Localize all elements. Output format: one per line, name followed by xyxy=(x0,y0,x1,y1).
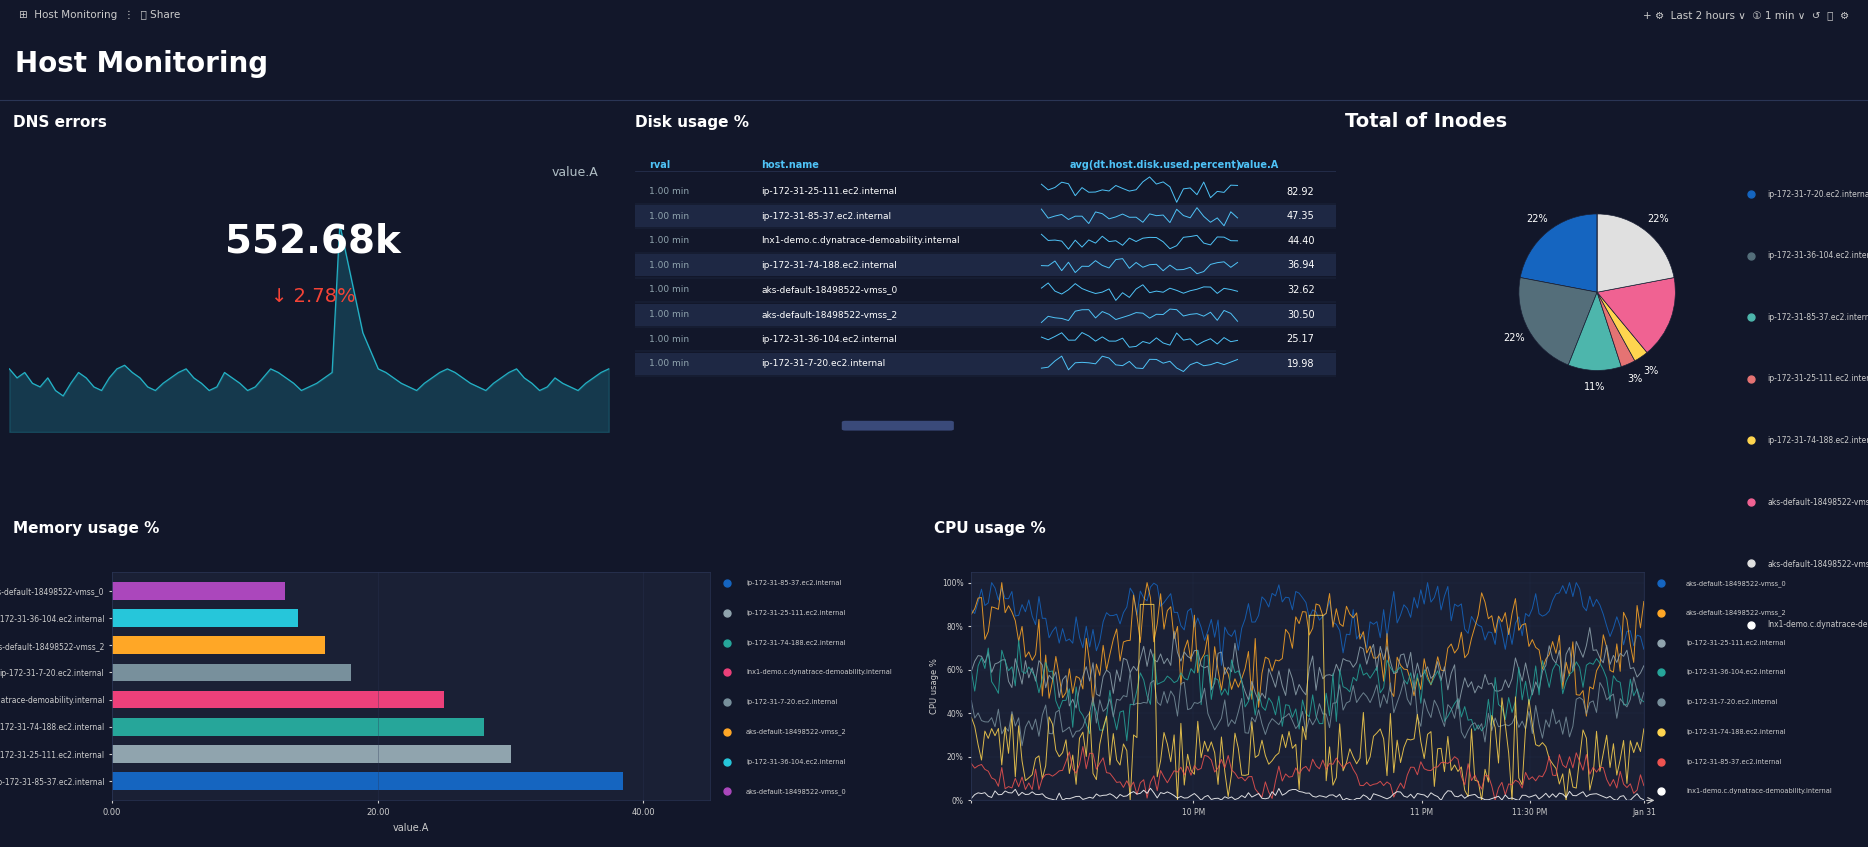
Text: 22%: 22% xyxy=(1648,214,1668,224)
Text: 22%: 22% xyxy=(1504,333,1524,343)
Text: rval: rval xyxy=(650,160,671,170)
Text: 1.00 min: 1.00 min xyxy=(650,212,689,221)
Text: + ⚙  Last 2 hours ∨  ① 1 min ∨  ↺  ⏱  ⚙: + ⚙ Last 2 hours ∨ ① 1 min ∨ ↺ ⏱ ⚙ xyxy=(1644,10,1849,19)
Text: 30.50: 30.50 xyxy=(1287,309,1315,319)
Text: ip-172-31-7-20.ec2.internal: ip-172-31-7-20.ec2.internal xyxy=(745,699,837,705)
FancyBboxPatch shape xyxy=(635,254,1336,276)
Text: ip-172-31-7-20.ec2.internal: ip-172-31-7-20.ec2.internal xyxy=(1687,699,1776,705)
Text: lnx1-demo.c.dynatrace-demoability.internal: lnx1-demo.c.dynatrace-demoability.intern… xyxy=(745,669,891,675)
Text: ip-172-31-74-188.ec2.internal: ip-172-31-74-188.ec2.internal xyxy=(1687,728,1786,735)
Text: 3%: 3% xyxy=(1644,366,1659,376)
Y-axis label: CPU usage %: CPU usage % xyxy=(930,658,940,714)
Text: Host Monitoring: Host Monitoring xyxy=(15,50,269,78)
Text: 1.00 min: 1.00 min xyxy=(650,285,689,295)
Bar xyxy=(112,745,510,763)
Text: DNS errors: DNS errors xyxy=(13,115,106,130)
FancyBboxPatch shape xyxy=(635,303,1336,325)
Text: aks-default-18498522-vmss_0: aks-default-18498522-vmss_0 xyxy=(745,788,846,794)
Text: 19.98: 19.98 xyxy=(1287,359,1315,368)
Text: value.A: value.A xyxy=(551,166,598,180)
Text: 36.94: 36.94 xyxy=(1287,260,1315,270)
Bar xyxy=(112,664,351,681)
Text: aks-default-18498522-vmss_2: aks-default-18498522-vmss_2 xyxy=(1767,497,1868,507)
FancyBboxPatch shape xyxy=(635,352,1336,375)
Text: ip-172-31-7-20.ec2.internal: ip-172-31-7-20.ec2.internal xyxy=(1767,190,1868,199)
Text: ip-172-31-25-111.ec2.internal: ip-172-31-25-111.ec2.internal xyxy=(1767,374,1868,384)
FancyBboxPatch shape xyxy=(842,421,955,430)
Wedge shape xyxy=(1519,278,1597,365)
Text: 1.00 min: 1.00 min xyxy=(650,187,689,197)
Bar xyxy=(112,609,299,627)
Text: avg(dt.host.disk.used.percent): avg(dt.host.disk.used.percent) xyxy=(1070,160,1240,170)
Text: ip-172-31-85-37.ec2.internal: ip-172-31-85-37.ec2.internal xyxy=(1687,759,1782,765)
Text: ip-172-31-85-37.ec2.internal: ip-172-31-85-37.ec2.internal xyxy=(745,580,841,586)
Text: aks-default-18498522-vmss_0: aks-default-18498522-vmss_0 xyxy=(762,285,897,295)
Text: 1.00 min: 1.00 min xyxy=(650,236,689,246)
Text: 1.00 min: 1.00 min xyxy=(650,310,689,319)
Text: ip-172-31-25-111.ec2.internal: ip-172-31-25-111.ec2.internal xyxy=(762,187,897,197)
Text: aks-default-18498522-vmss_0: aks-default-18498522-vmss_0 xyxy=(1767,559,1868,567)
Text: ip-172-31-36-104.ec2.internal: ip-172-31-36-104.ec2.internal xyxy=(1687,669,1786,675)
Text: 1.00 min: 1.00 min xyxy=(650,359,689,368)
Wedge shape xyxy=(1569,292,1621,370)
Text: 552.68k: 552.68k xyxy=(224,222,402,260)
Text: ⊞  Host Monitoring  ⋮  🔒 Share: ⊞ Host Monitoring ⋮ 🔒 Share xyxy=(19,10,179,19)
Text: ip-172-31-74-188.ec2.internal: ip-172-31-74-188.ec2.internal xyxy=(1767,436,1868,445)
Wedge shape xyxy=(1521,214,1597,292)
Text: ip-172-31-7-20.ec2.internal: ip-172-31-7-20.ec2.internal xyxy=(762,359,885,368)
Bar xyxy=(112,691,445,708)
Text: host.name: host.name xyxy=(762,160,818,170)
Text: lnx1-demo.c.dynatrace-demoability.internal: lnx1-demo.c.dynatrace-demoability.intern… xyxy=(762,236,960,246)
Text: ip-172-31-85-37.ec2.internal: ip-172-31-85-37.ec2.internal xyxy=(1767,313,1868,322)
Text: value.A: value.A xyxy=(1238,160,1280,170)
Bar xyxy=(112,718,484,736)
Text: 32.62: 32.62 xyxy=(1287,285,1315,295)
FancyBboxPatch shape xyxy=(635,205,1336,227)
Text: ip-172-31-74-188.ec2.internal: ip-172-31-74-188.ec2.internal xyxy=(745,639,846,645)
Text: ip-172-31-25-111.ec2.internal: ip-172-31-25-111.ec2.internal xyxy=(1687,639,1786,645)
Bar xyxy=(112,636,325,654)
Text: ip-172-31-36-104.ec2.internal: ip-172-31-36-104.ec2.internal xyxy=(762,335,897,344)
Text: 25.17: 25.17 xyxy=(1287,335,1315,344)
Wedge shape xyxy=(1597,278,1676,352)
Text: 22%: 22% xyxy=(1526,214,1547,224)
Text: ip-172-31-25-111.ec2.internal: ip-172-31-25-111.ec2.internal xyxy=(745,610,846,616)
Text: 11%: 11% xyxy=(1584,382,1605,392)
Text: 1.00 min: 1.00 min xyxy=(650,335,689,344)
Text: ip-172-31-85-37.ec2.internal: ip-172-31-85-37.ec2.internal xyxy=(762,212,891,221)
Text: ip-172-31-36-104.ec2.internal: ip-172-31-36-104.ec2.internal xyxy=(1767,252,1868,260)
Text: 82.92: 82.92 xyxy=(1287,186,1315,197)
Text: 44.40: 44.40 xyxy=(1287,235,1315,246)
Text: Total of Inodes: Total of Inodes xyxy=(1345,112,1507,130)
X-axis label: value.A: value.A xyxy=(392,822,430,833)
Text: lnx1-demo.c.dynatrace-demoability.internal: lnx1-demo.c.dynatrace-demoability.intern… xyxy=(1767,620,1868,629)
Text: aks-default-18498522-vmss_2: aks-default-18498522-vmss_2 xyxy=(1687,610,1788,617)
Wedge shape xyxy=(1597,292,1648,361)
Text: aks-default-18498522-vmss_2: aks-default-18498522-vmss_2 xyxy=(762,310,897,319)
Text: Memory usage %: Memory usage % xyxy=(13,522,159,536)
Bar xyxy=(112,582,284,600)
Text: ip-172-31-36-104.ec2.internal: ip-172-31-36-104.ec2.internal xyxy=(745,759,846,765)
Text: Disk usage %: Disk usage % xyxy=(635,115,749,130)
Text: 47.35: 47.35 xyxy=(1287,211,1315,221)
Text: CPU usage %: CPU usage % xyxy=(934,522,1046,536)
Text: 3%: 3% xyxy=(1627,374,1642,385)
Text: lnx1-demo.c.dynatrace-demoability.internal: lnx1-demo.c.dynatrace-demoability.intern… xyxy=(1687,789,1833,794)
Text: aks-default-18498522-vmss_2: aks-default-18498522-vmss_2 xyxy=(745,728,846,735)
Text: aks-default-18498522-vmss_0: aks-default-18498522-vmss_0 xyxy=(1687,580,1788,586)
Wedge shape xyxy=(1597,214,1674,292)
Text: 1.00 min: 1.00 min xyxy=(650,261,689,270)
Wedge shape xyxy=(1597,292,1634,367)
Bar xyxy=(112,772,624,790)
Text: ↓ 2.78%: ↓ 2.78% xyxy=(271,286,355,306)
Text: ip-172-31-74-188.ec2.internal: ip-172-31-74-188.ec2.internal xyxy=(762,261,897,270)
